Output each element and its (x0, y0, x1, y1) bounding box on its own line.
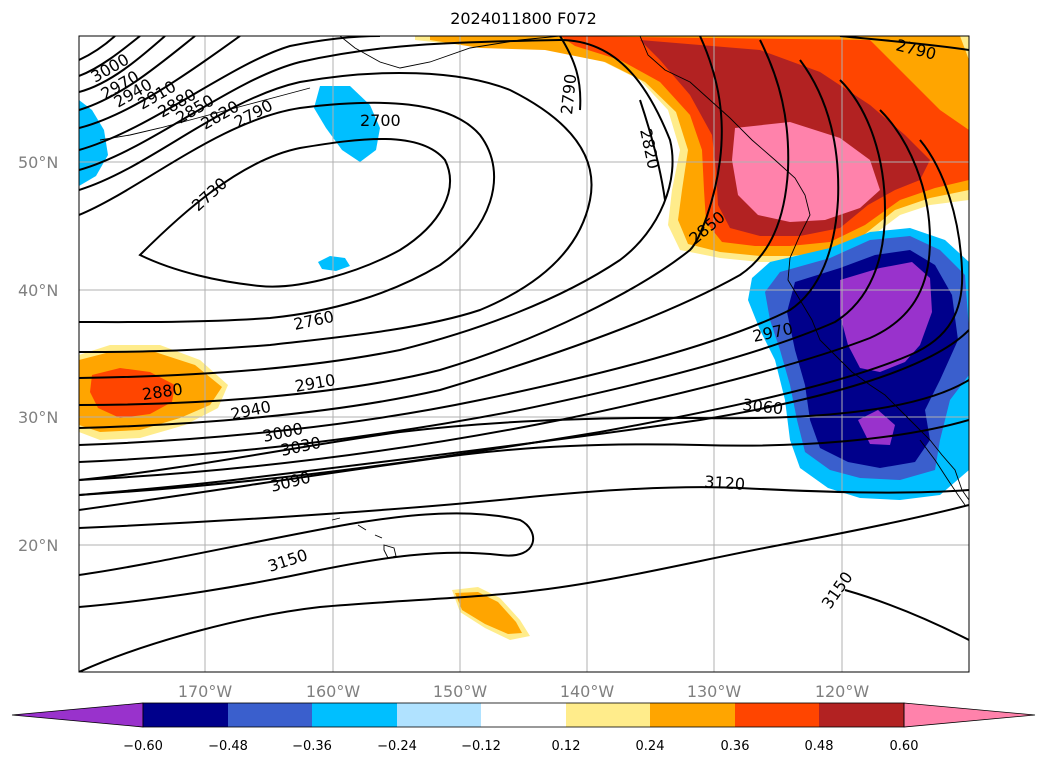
contour-2790-ne (839, 36, 969, 51)
lon-label-150w: 150°W (433, 682, 488, 701)
contour-2970 (79, 36, 932, 481)
height-contours (79, 36, 969, 672)
colorbar-tick-label: −0.24 (377, 739, 417, 754)
contour-2790 (79, 72, 593, 353)
baja-coast (919, 439, 966, 506)
colorbar-segment (397, 703, 481, 727)
contour-3120 (79, 486, 969, 529)
colorbar-tick-label: −0.60 (123, 739, 163, 754)
contour-label: 3120 (704, 472, 746, 494)
contour-2820 (79, 38, 674, 379)
cool-region-far-west (79, 100, 108, 186)
colorbar-tick-label: 0.12 (552, 739, 581, 754)
lat-label-30n: 30°N (18, 408, 58, 427)
colorbar-tick-label: 0.36 (721, 739, 750, 754)
contour-2880 (79, 36, 790, 429)
cool-region-small (318, 256, 350, 271)
lon-label-140w: 140°W (560, 682, 615, 701)
colorbar-tick-label: −0.48 (208, 739, 248, 754)
colorbar-segment (228, 703, 312, 727)
colorbar-tick-label: 0.60 (890, 739, 919, 754)
hawaii-islands (331, 517, 397, 559)
contour-label: 3060 (742, 395, 784, 418)
aleutian-islands (99, 87, 311, 141)
contour-3030 (79, 329, 969, 496)
colorbar-segment (143, 703, 228, 727)
colorbar-segment (819, 703, 904, 727)
latitude-labels: 50°N 40°N 30°N 20°N (18, 153, 58, 555)
contour-2910 (79, 36, 840, 446)
contour-3150-se (844, 589, 969, 641)
colorbar-extend-high (903, 702, 1036, 728)
lat-label-20n: 20°N (18, 536, 58, 555)
colorbar-segment (566, 703, 650, 727)
contour-3150-ridge (79, 512, 535, 608)
colorbar-tick-label: −0.12 (461, 739, 501, 754)
contour-3090 (79, 419, 969, 511)
colorbar: −0.60 −0.48 −0.36 −0.24 −0.12 0.12 0.24 … (11, 702, 1036, 754)
longitude-labels: 170°W 160°W 150°W 140°W 130°W 120°W (178, 682, 870, 701)
colorbar-segment (650, 703, 735, 727)
contour-3150-south (79, 504, 969, 672)
contour-2790-mid (559, 36, 582, 111)
warm-region-northeast-5 (732, 122, 880, 222)
contour-2820-mid (639, 99, 666, 201)
lon-label-130w: 130°W (687, 682, 742, 701)
map-title: 2024011800 F072 (450, 9, 597, 28)
map-frame (78, 35, 970, 673)
lat-label-40n: 40°N (18, 281, 58, 300)
colorbar-tick-label: 0.24 (636, 739, 665, 754)
colorbar-segment (481, 703, 566, 727)
contour-3060 (79, 379, 969, 481)
colorbar-segment (735, 703, 819, 727)
lat-label-50n: 50°N (18, 153, 58, 172)
contour-label: 2700 (360, 111, 401, 130)
gridlines (79, 36, 969, 672)
colorbar-tick-label: 0.48 (805, 739, 834, 754)
contour-2850 (79, 36, 723, 406)
lon-label-160w: 160°W (306, 682, 361, 701)
contour-2940 (79, 36, 887, 463)
contour-label: 2790 (557, 73, 580, 115)
contour-2730-low (138, 137, 451, 288)
contour-2760-low (79, 101, 495, 324)
colorbar-segment (312, 703, 397, 727)
colorbar-tick-label: −0.36 (292, 739, 332, 754)
lon-label-170w: 170°W (178, 682, 233, 701)
warm-region-south-2 (455, 592, 522, 634)
colorbar-frame (142, 702, 905, 728)
lon-label-120w: 120°W (815, 682, 870, 701)
colorbar-extend-low (11, 702, 144, 728)
map-content: 3000 2970 2940 2910 2880 2850 2820 2790 … (79, 36, 969, 672)
